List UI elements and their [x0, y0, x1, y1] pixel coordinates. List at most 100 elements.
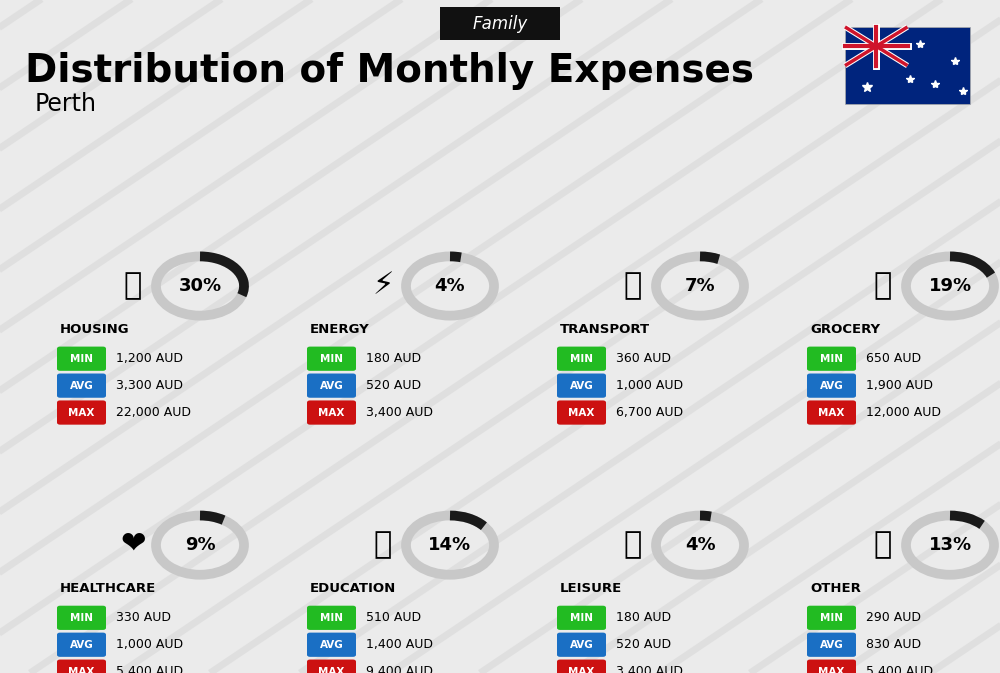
- FancyBboxPatch shape: [807, 660, 856, 673]
- Text: 🏢: 🏢: [124, 271, 142, 301]
- Text: MIN: MIN: [320, 613, 343, 623]
- FancyBboxPatch shape: [307, 633, 356, 657]
- Text: 13%: 13%: [928, 536, 972, 554]
- Text: MAX: MAX: [318, 667, 345, 673]
- Text: TRANSPORT: TRANSPORT: [560, 323, 650, 336]
- Text: AVG: AVG: [320, 640, 343, 649]
- Text: 9%: 9%: [185, 536, 215, 554]
- Text: OTHER: OTHER: [810, 582, 861, 596]
- Text: MAX: MAX: [818, 408, 845, 417]
- FancyBboxPatch shape: [57, 374, 106, 398]
- Text: ⚡: ⚡: [372, 271, 394, 301]
- Text: 1,400 AUD: 1,400 AUD: [366, 638, 433, 651]
- Text: MIN: MIN: [320, 354, 343, 363]
- Text: EDUCATION: EDUCATION: [310, 582, 396, 596]
- FancyBboxPatch shape: [307, 347, 356, 371]
- Text: 3,400 AUD: 3,400 AUD: [366, 406, 433, 419]
- Text: ENERGY: ENERGY: [310, 323, 370, 336]
- Text: LEISURE: LEISURE: [560, 582, 622, 596]
- Text: 360 AUD: 360 AUD: [616, 352, 671, 365]
- Text: AVG: AVG: [570, 381, 593, 390]
- Text: HOUSING: HOUSING: [60, 323, 130, 336]
- Text: 1,200 AUD: 1,200 AUD: [116, 352, 183, 365]
- Text: 🛍: 🛍: [624, 530, 642, 560]
- Text: AVG: AVG: [70, 381, 93, 390]
- Text: Perth: Perth: [35, 92, 97, 116]
- Text: 22,000 AUD: 22,000 AUD: [116, 406, 191, 419]
- Text: 🚌: 🚌: [624, 271, 642, 301]
- Text: 290 AUD: 290 AUD: [866, 611, 921, 625]
- FancyBboxPatch shape: [807, 633, 856, 657]
- FancyBboxPatch shape: [557, 347, 606, 371]
- Text: 520 AUD: 520 AUD: [616, 638, 671, 651]
- Text: 👜: 👜: [874, 530, 892, 560]
- Text: MIN: MIN: [70, 354, 93, 363]
- Text: 3,400 AUD: 3,400 AUD: [616, 665, 683, 673]
- Text: 6,700 AUD: 6,700 AUD: [616, 406, 683, 419]
- Text: AVG: AVG: [820, 381, 843, 390]
- Text: Family: Family: [472, 15, 528, 32]
- Text: 5,400 AUD: 5,400 AUD: [116, 665, 183, 673]
- Text: MIN: MIN: [570, 613, 593, 623]
- Text: Distribution of Monthly Expenses: Distribution of Monthly Expenses: [25, 52, 754, 90]
- Text: 510 AUD: 510 AUD: [366, 611, 421, 625]
- Text: MIN: MIN: [820, 354, 843, 363]
- Text: 180 AUD: 180 AUD: [366, 352, 421, 365]
- Text: MAX: MAX: [568, 667, 595, 673]
- Text: 7%: 7%: [685, 277, 715, 295]
- Text: 19%: 19%: [928, 277, 972, 295]
- Text: 4%: 4%: [685, 536, 715, 554]
- Text: 1,000 AUD: 1,000 AUD: [616, 379, 683, 392]
- Text: 1,900 AUD: 1,900 AUD: [866, 379, 933, 392]
- Text: MAX: MAX: [818, 667, 845, 673]
- Text: 9,400 AUD: 9,400 AUD: [366, 665, 433, 673]
- Text: ❤: ❤: [120, 530, 146, 560]
- Text: AVG: AVG: [320, 381, 343, 390]
- Text: HEALTHCARE: HEALTHCARE: [60, 582, 156, 596]
- Text: 5,400 AUD: 5,400 AUD: [866, 665, 933, 673]
- Text: MAX: MAX: [318, 408, 345, 417]
- Text: 180 AUD: 180 AUD: [616, 611, 671, 625]
- Text: MIN: MIN: [820, 613, 843, 623]
- Text: MAX: MAX: [568, 408, 595, 417]
- Text: MIN: MIN: [70, 613, 93, 623]
- FancyBboxPatch shape: [807, 606, 856, 630]
- Text: 12,000 AUD: 12,000 AUD: [866, 406, 941, 419]
- Text: 30%: 30%: [178, 277, 222, 295]
- FancyBboxPatch shape: [557, 374, 606, 398]
- Text: MAX: MAX: [68, 408, 95, 417]
- Text: AVG: AVG: [70, 640, 93, 649]
- FancyBboxPatch shape: [557, 606, 606, 630]
- Text: MAX: MAX: [68, 667, 95, 673]
- Text: 🎓: 🎓: [374, 530, 392, 560]
- FancyBboxPatch shape: [57, 400, 106, 425]
- Text: 650 AUD: 650 AUD: [866, 352, 921, 365]
- FancyBboxPatch shape: [57, 633, 106, 657]
- FancyBboxPatch shape: [307, 374, 356, 398]
- FancyBboxPatch shape: [307, 660, 356, 673]
- FancyBboxPatch shape: [807, 374, 856, 398]
- FancyBboxPatch shape: [557, 660, 606, 673]
- Text: 14%: 14%: [428, 536, 472, 554]
- Text: GROCERY: GROCERY: [810, 323, 880, 336]
- Text: 1,000 AUD: 1,000 AUD: [116, 638, 183, 651]
- Text: 3,300 AUD: 3,300 AUD: [116, 379, 183, 392]
- FancyBboxPatch shape: [557, 633, 606, 657]
- FancyBboxPatch shape: [57, 660, 106, 673]
- Text: 4%: 4%: [435, 277, 465, 295]
- FancyBboxPatch shape: [557, 400, 606, 425]
- Text: MIN: MIN: [570, 354, 593, 363]
- Text: AVG: AVG: [820, 640, 843, 649]
- FancyBboxPatch shape: [807, 400, 856, 425]
- FancyBboxPatch shape: [440, 7, 560, 40]
- FancyBboxPatch shape: [307, 400, 356, 425]
- FancyBboxPatch shape: [57, 606, 106, 630]
- Text: 830 AUD: 830 AUD: [866, 638, 921, 651]
- Text: 🛒: 🛒: [874, 271, 892, 301]
- FancyBboxPatch shape: [57, 347, 106, 371]
- FancyBboxPatch shape: [845, 27, 970, 104]
- Text: AVG: AVG: [570, 640, 593, 649]
- FancyBboxPatch shape: [807, 347, 856, 371]
- Text: 520 AUD: 520 AUD: [366, 379, 421, 392]
- Text: 330 AUD: 330 AUD: [116, 611, 171, 625]
